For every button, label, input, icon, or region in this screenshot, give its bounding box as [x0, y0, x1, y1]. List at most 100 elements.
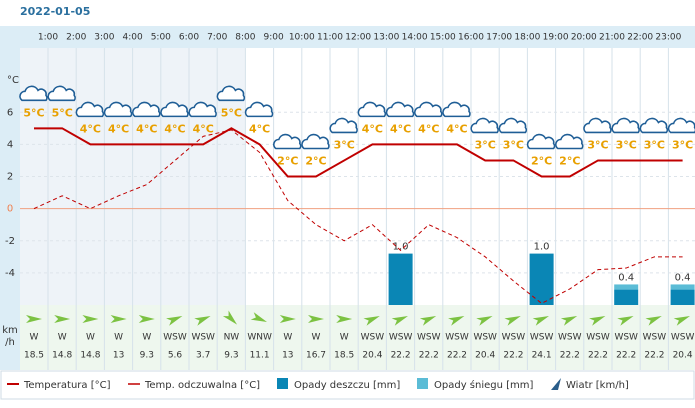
- wind-speed: 13: [113, 351, 124, 361]
- temperature-label: 3°C: [503, 138, 524, 151]
- wind-direction: W: [86, 333, 95, 343]
- axis-column: [0, 26, 20, 370]
- temperature-label: 3°C: [672, 138, 693, 151]
- temperature-label: 4°C: [249, 122, 270, 135]
- hour-label: 23:00: [655, 33, 681, 43]
- wind-speed: 20.4: [362, 351, 382, 361]
- wind-speed: 24.1: [532, 351, 552, 361]
- weather-icon: [244, 101, 274, 118]
- wind-direction: WSW: [643, 333, 667, 343]
- wind-direction: WSW: [389, 333, 413, 343]
- weather-icon: [470, 117, 499, 134]
- hour-label: 1:00: [38, 33, 58, 43]
- wind-speed: 20.4: [673, 351, 693, 361]
- wind-speed: 22.2: [503, 351, 523, 361]
- wind-arrow: [279, 315, 296, 323]
- wind-direction: NW: [224, 333, 240, 343]
- hour-label: 18:00: [514, 33, 540, 43]
- wind-speed: 22.2: [419, 351, 439, 361]
- weather-icon: [414, 101, 443, 118]
- wind-direction: WSW: [191, 333, 215, 343]
- wind-direction: WSW: [361, 333, 385, 343]
- hour-label: 13:00: [373, 33, 399, 43]
- weather-icon: [385, 101, 415, 118]
- temperature-label: 2°C: [531, 155, 552, 168]
- weather-icon: [498, 117, 528, 134]
- rain-bar: [614, 289, 639, 305]
- temperature-label: 4°C: [108, 122, 129, 135]
- temperature-label: 5°C: [52, 106, 73, 119]
- legend-swatch: [277, 378, 288, 389]
- wind-speed: 11.1: [250, 351, 270, 361]
- hour-label: 11:00: [317, 33, 343, 43]
- temperature-line: [34, 127, 683, 178]
- legend-label: Wiatr [km/h]: [566, 380, 629, 391]
- wind-direction: WSW: [417, 333, 441, 343]
- hour-label: 8:00: [235, 33, 255, 43]
- temperature-label: 2°C: [305, 155, 326, 168]
- temperature-label: 3°C: [475, 138, 496, 151]
- y-tick-label: 2: [7, 172, 13, 183]
- wind-speed: 22.2: [447, 351, 467, 361]
- weather-icon: [667, 117, 695, 134]
- legend-wind-icon: [551, 378, 561, 390]
- wind-direction: W: [114, 333, 123, 343]
- legend-label: Opady śniegu [mm]: [434, 379, 534, 391]
- hour-label: 16:00: [458, 33, 484, 43]
- wind-speed: 14.8: [52, 351, 72, 361]
- temperature-label: 5°C: [23, 106, 44, 119]
- legend-label: Temperatura [°C]: [23, 380, 111, 391]
- snow-bar: [614, 284, 639, 290]
- temperature-label: 3°C: [616, 138, 637, 151]
- wind-speed: 13: [282, 351, 293, 361]
- weather-icon: [188, 101, 217, 118]
- hour-label: 2:00: [66, 33, 86, 43]
- weather-icon: [639, 117, 669, 134]
- rain-bar: [670, 289, 695, 305]
- weather-icon: [442, 101, 471, 118]
- hour-label: 5:00: [151, 33, 171, 43]
- weather-icon: [216, 85, 246, 102]
- precip-label: 0.4: [618, 272, 634, 283]
- weather-icon: [160, 101, 189, 118]
- wind-direction: WSW: [502, 333, 526, 343]
- wind-direction: W: [142, 333, 151, 343]
- temperature-label: 4°C: [80, 122, 101, 135]
- weather-icon: [47, 85, 76, 102]
- weather-icon: [19, 85, 48, 102]
- wind-arrow: [138, 315, 155, 323]
- weather-icon: [273, 133, 302, 150]
- y-tick-label: -4: [5, 268, 15, 279]
- wind-direction: WSW: [530, 333, 554, 343]
- weather-icon: [357, 101, 387, 118]
- temperature-label: 4°C: [446, 122, 467, 135]
- wind-direction: W: [312, 333, 321, 343]
- wind-speed: 5.6: [168, 351, 183, 361]
- hour-label: 3:00: [94, 33, 114, 43]
- wind-direction: WSW: [671, 333, 695, 343]
- hour-label: 10:00: [289, 33, 315, 43]
- hour-label: 7:00: [207, 33, 227, 43]
- weather-icon: [103, 101, 133, 118]
- wind-speed: 3.7: [196, 351, 210, 361]
- hour-label: 15:00: [430, 33, 456, 43]
- snow-bar: [670, 284, 695, 290]
- wind-arrow: [82, 315, 99, 323]
- legend: Temperatura [°C] Temp. odczuwalna [°C] O…: [7, 378, 629, 391]
- wind-speed: 22.2: [644, 351, 664, 361]
- temperature-label: 4°C: [362, 122, 383, 135]
- precip-label: 1.0: [534, 242, 550, 253]
- temperature-label: 4°C: [390, 122, 411, 135]
- wind-speed: 9.3: [224, 351, 238, 361]
- wind-speed: 22.2: [560, 351, 580, 361]
- hour-label: 4:00: [122, 33, 142, 43]
- wind-speed: 22.2: [391, 351, 411, 361]
- rain-bar: [388, 253, 413, 305]
- wind-speed: 18.5: [24, 351, 44, 361]
- temperature-label: 3°C: [644, 138, 665, 151]
- wind-arrow: [222, 310, 238, 325]
- legend-label: Opady deszczu [mm]: [294, 380, 400, 391]
- wind-speed: 16.7: [306, 351, 326, 361]
- wind-arrow: [54, 315, 71, 323]
